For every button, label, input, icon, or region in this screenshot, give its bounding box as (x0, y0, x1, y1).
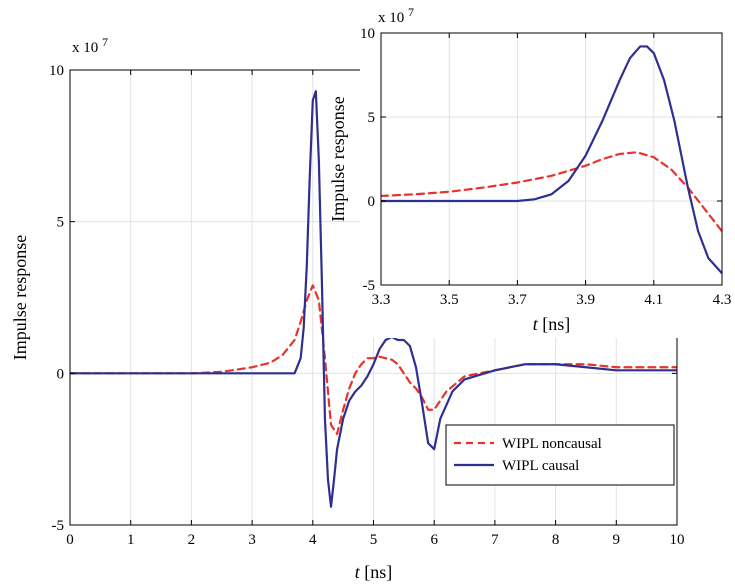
inset-y-tick-label-3: 10 (360, 26, 375, 42)
main-x-tick-label-8: 8 (552, 532, 560, 548)
inset-x-tick-label-4: 4.1 (644, 292, 663, 308)
inset-y-tick-label-0: -5 (363, 278, 376, 294)
main-x-tick-label-2: 2 (188, 532, 196, 548)
inset-exponent-label: x 10 7 (378, 5, 414, 26)
main-x-tick-label-10: 10 (670, 532, 685, 548)
inset-x-tick-label-0: 3.3 (372, 292, 391, 308)
main-x-tick-label-1: 1 (127, 532, 135, 548)
legend-label-0: WIPL noncausal (502, 436, 602, 452)
main-x-tick-label-9: 9 (613, 532, 621, 548)
main-series-line-1 (70, 90, 677, 508)
inset-series-line-1 (381, 45, 722, 275)
inset-y-tick-label-2: 5 (368, 110, 376, 126)
main-series-line-0 (70, 284, 677, 436)
inset-x-tick-label-5: 4.3 (713, 292, 732, 308)
inset-y-tick-label-1: 0 (368, 194, 376, 210)
legend-box (445, 424, 675, 486)
main-x-tick-label-0: 0 (66, 532, 74, 548)
inset-y-axis-label: Impulse response (328, 96, 348, 221)
main-y-axis-label: Impulse response (10, 235, 30, 360)
inset-plot-area (381, 33, 722, 285)
main-x-tick-label-5: 5 (370, 532, 378, 548)
inset-series-line-0 (381, 151, 722, 233)
inset-x-tick-label-2: 3.7 (508, 292, 527, 308)
main-x-axis-label: t [ns] (355, 562, 393, 582)
main-x-tick-label-6: 6 (430, 532, 438, 548)
inset-x-axis-label: t [ns] (533, 314, 571, 334)
main-exponent-label: x 10 7 (72, 35, 108, 56)
main-y-tick-label-1: 0 (57, 366, 65, 382)
inset-plot: 3.3 3.5 3.7 3.9 4.1 4.3 -5 0 5 10x 10 7 t [ns] Impu… (328, 5, 735, 338)
main-x-tick-label-3: 3 (248, 532, 256, 548)
main-y-tick-label-0: -5 (52, 518, 65, 534)
main-x-tick-label-4: 4 (309, 532, 317, 548)
main-x-tick-label-7: 7 (491, 532, 499, 548)
legend-label-1: WIPL causal (502, 458, 579, 474)
main-y-tick-label-2: 5 (57, 215, 65, 231)
inset-axes-box (380, 32, 723, 286)
inset-x-tick-label-3: 3.9 (576, 292, 595, 308)
inset-x-tick-label-1: 3.5 (440, 292, 459, 308)
main-y-tick-label-3: 10 (49, 63, 64, 79)
